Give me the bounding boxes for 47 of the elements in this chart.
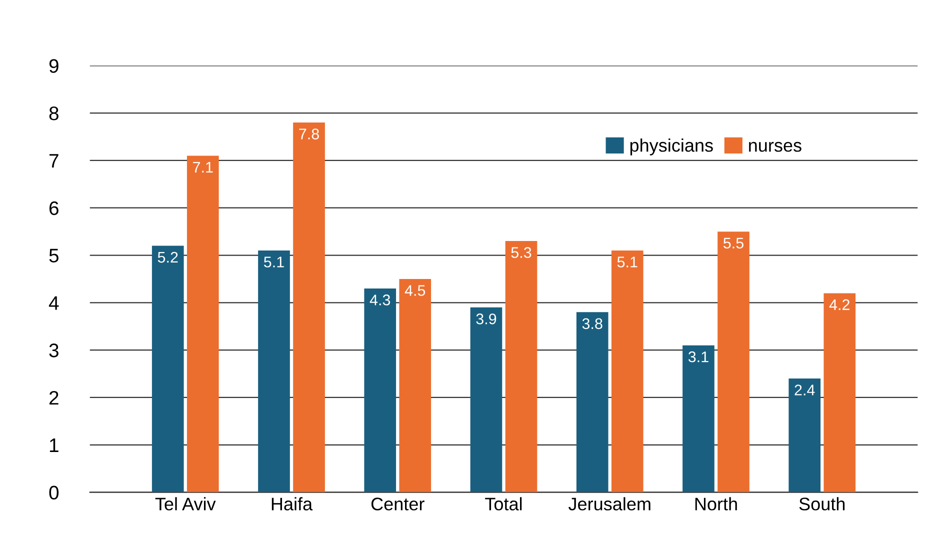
- bar: [152, 246, 184, 492]
- y-tick-label: 2: [49, 390, 58, 405]
- y-tick-label: 6: [49, 201, 58, 216]
- data-label: 7.1: [193, 162, 213, 172]
- x-tick-label: Tel Aviv: [155, 497, 216, 510]
- legend-label: nurses: [749, 142, 802, 152]
- x-tick-label: Total: [485, 497, 522, 510]
- bar: [824, 293, 856, 492]
- bar: [470, 307, 502, 492]
- bar: [682, 345, 714, 492]
- data-label: 5.2: [158, 252, 178, 263]
- y-tick-label: 9: [49, 59, 58, 73]
- bar: [718, 232, 750, 492]
- y-tick-label: 8: [49, 106, 58, 120]
- data-label: 5.5: [723, 238, 744, 248]
- bar: [505, 241, 538, 492]
- data-label: 3.9: [476, 314, 496, 324]
- x-tick-label: Center: [371, 498, 424, 510]
- data-label: 5.1: [617, 256, 638, 268]
- x-tick-label: South: [799, 497, 845, 510]
- data-label: 2.4: [794, 384, 815, 396]
- bar: [186, 156, 219, 492]
- bar: [788, 378, 821, 492]
- y-tick-label: 7: [50, 154, 58, 168]
- data-label: 3.8: [582, 318, 602, 330]
- y-tick-label: 5: [49, 248, 58, 263]
- bar: [611, 250, 644, 492]
- bar: [364, 288, 396, 492]
- data-label: 4.3: [370, 294, 390, 306]
- data-label: 5.3: [511, 247, 532, 258]
- data-label: 4.2: [829, 299, 850, 310]
- data-label: 7.8: [299, 128, 319, 140]
- x-tick-label: Haifa: [272, 497, 313, 510]
- x-tick-label: Jerusalem: [568, 497, 650, 510]
- data-label: 3.1: [688, 351, 708, 362]
- bar: [399, 278, 432, 492]
- legend-label: physicians: [630, 138, 713, 156]
- data-label: 5.1: [264, 256, 284, 268]
- x-tick-label: North: [695, 497, 737, 510]
- data-label: 4.5: [404, 285, 426, 296]
- bar: [258, 250, 290, 492]
- y-tick-label: 0: [49, 486, 59, 500]
- y-tick-label: 4: [48, 296, 59, 310]
- bar: [293, 122, 325, 492]
- y-tick-label: 1: [50, 438, 58, 452]
- y-tick-label: 3: [49, 344, 58, 358]
- bar: [576, 312, 608, 492]
